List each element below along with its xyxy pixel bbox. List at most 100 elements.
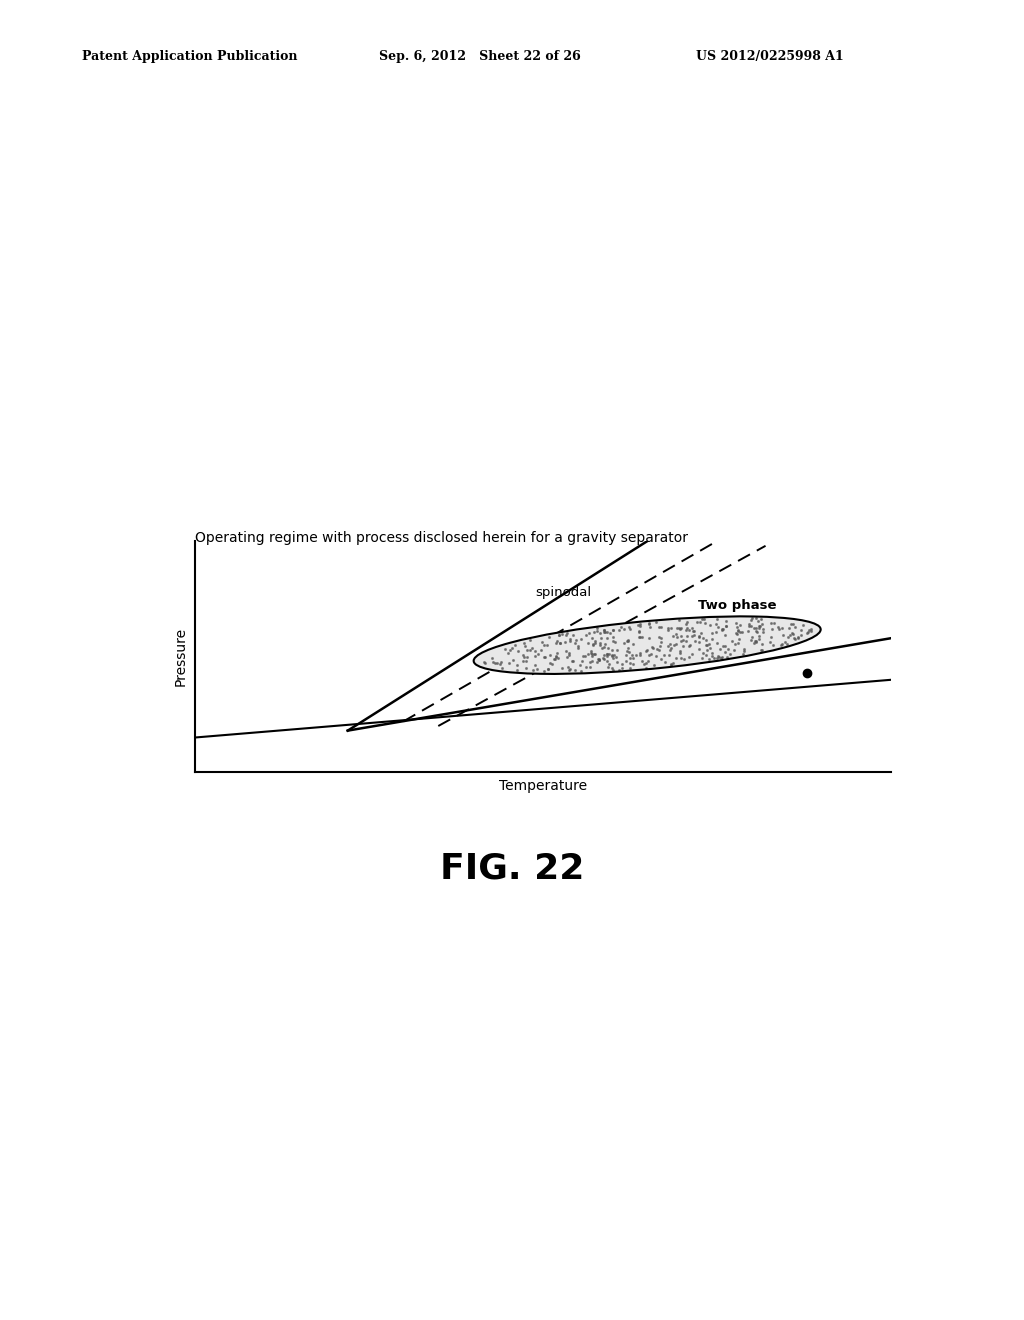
Point: [785, 628, 802, 649]
Point: [553, 657, 569, 678]
Point: [691, 626, 708, 647]
Point: [574, 645, 591, 667]
Point: [746, 618, 763, 639]
Point: [527, 655, 544, 676]
Point: [632, 645, 648, 667]
Point: [587, 643, 603, 664]
Point: [580, 632, 596, 653]
Point: [493, 652, 509, 673]
Point: [684, 618, 700, 639]
Point: [596, 619, 612, 640]
Point: [684, 643, 700, 664]
Point: [707, 648, 723, 669]
Point: [784, 623, 801, 644]
Point: [561, 644, 578, 665]
Point: [685, 620, 701, 642]
Point: [693, 623, 710, 644]
Point: [606, 644, 623, 665]
Point: [762, 632, 778, 653]
Point: [755, 618, 771, 639]
Point: [751, 615, 767, 636]
Point: [676, 648, 692, 669]
Point: [741, 616, 758, 638]
Point: [653, 616, 670, 638]
Point: [584, 640, 600, 661]
Point: [784, 614, 801, 635]
Point: [749, 609, 765, 630]
Point: [641, 614, 657, 635]
Point: [584, 627, 600, 648]
Point: [681, 619, 697, 640]
Point: [622, 647, 638, 668]
Point: [703, 623, 720, 644]
Point: [598, 651, 614, 672]
Point: [564, 651, 581, 672]
Point: [626, 653, 642, 675]
Point: [634, 626, 650, 647]
Point: [653, 648, 670, 669]
Point: [528, 659, 545, 680]
Point: [569, 635, 586, 656]
Point: [562, 628, 579, 649]
Point: [521, 640, 538, 661]
Point: [796, 614, 812, 635]
Point: [502, 639, 518, 660]
Point: [617, 644, 634, 665]
Point: [695, 609, 712, 630]
Point: [774, 624, 791, 645]
Point: [532, 639, 549, 660]
Point: [509, 655, 525, 676]
Point: [637, 653, 653, 675]
Point: [748, 630, 764, 651]
Point: [686, 631, 702, 652]
Point: [484, 652, 501, 673]
Point: [740, 612, 757, 634]
Point: [718, 615, 734, 636]
Point: [778, 634, 795, 655]
Point: [647, 611, 664, 632]
Point: [599, 656, 615, 677]
Point: [779, 627, 796, 648]
Point: [669, 634, 685, 655]
Point: [672, 643, 688, 664]
Point: [492, 653, 508, 675]
Point: [618, 640, 635, 661]
Point: [515, 632, 531, 653]
Point: [659, 618, 676, 639]
Point: [681, 635, 697, 656]
Point: [660, 644, 677, 665]
Point: [748, 620, 764, 642]
Point: [529, 644, 546, 665]
Point: [500, 642, 516, 663]
Point: [540, 659, 556, 680]
Point: [539, 634, 555, 655]
Point: [664, 655, 680, 676]
Point: [630, 614, 646, 635]
Point: [547, 648, 563, 669]
Point: [624, 644, 640, 665]
Point: [536, 647, 552, 668]
Point: [634, 651, 650, 672]
Point: [544, 653, 560, 675]
Point: [609, 639, 626, 660]
Point: [510, 640, 526, 661]
Point: [635, 653, 651, 675]
Point: [726, 639, 742, 660]
Point: [534, 632, 550, 653]
Point: [766, 612, 782, 634]
Point: [551, 624, 567, 645]
Point: [650, 616, 667, 638]
Point: [699, 635, 716, 656]
Point: [591, 649, 607, 671]
Point: [755, 612, 771, 634]
Point: [803, 618, 819, 639]
Point: [538, 647, 554, 668]
Point: [674, 648, 690, 669]
Point: [782, 624, 799, 645]
Point: [708, 614, 724, 635]
Point: [593, 628, 609, 649]
Point: [669, 618, 685, 639]
Point: [550, 648, 566, 669]
Point: [585, 634, 601, 655]
Point: [598, 643, 614, 664]
